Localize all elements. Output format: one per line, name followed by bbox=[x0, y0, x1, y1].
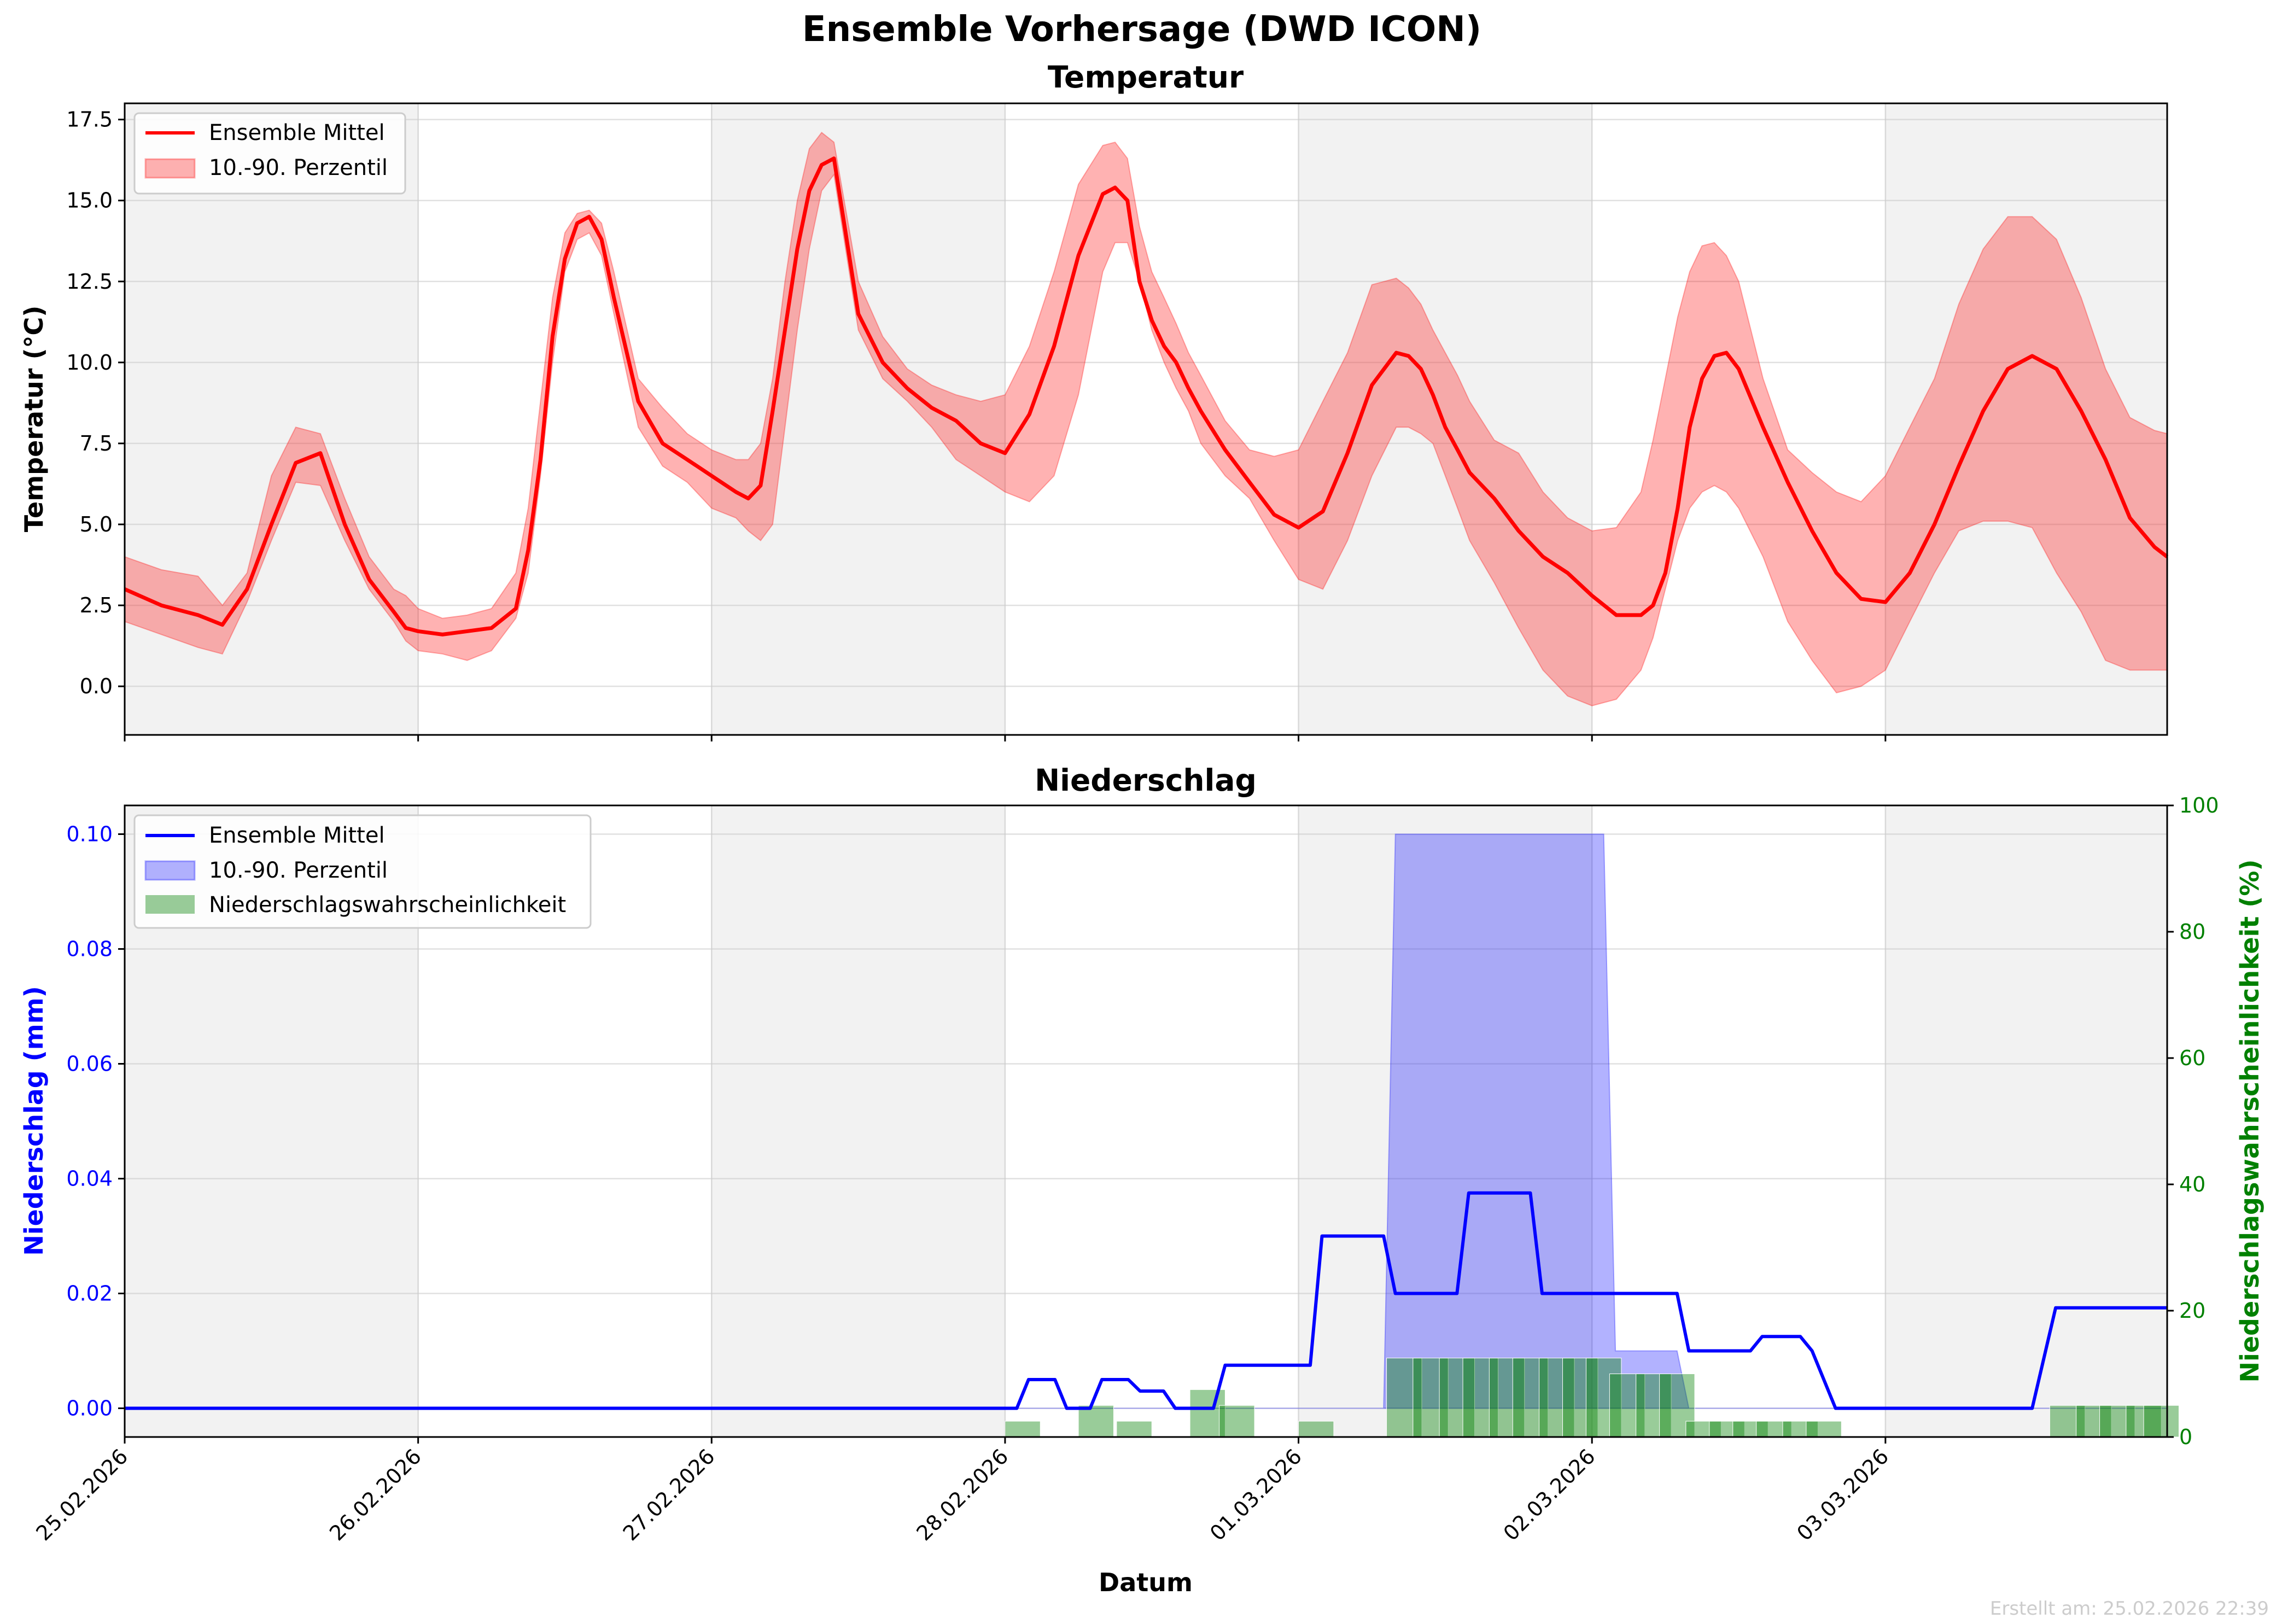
precipitation-y-ticks: 0.00 0.02 0.04 0.06 0.08 0.10 bbox=[66, 822, 125, 1421]
temperature-title: Temperatur bbox=[1048, 60, 1244, 95]
temperature-y-ticks: 0.0 2.5 5.0 7.5 10.0 12.5 15.0 17.5 bbox=[66, 108, 125, 698]
probability-bar bbox=[1562, 1358, 1598, 1438]
precipitation-axes-frame bbox=[124, 804, 2168, 1438]
probability-bar bbox=[1512, 1358, 1549, 1438]
y-tick-label: 0 bbox=[2179, 1425, 2192, 1449]
y-tick-label: 40 bbox=[2179, 1172, 2205, 1196]
temperature-legend-percentile: 10.-90. Perzentil bbox=[209, 155, 388, 180]
precipitation-legend-box bbox=[133, 814, 592, 929]
precipitation-legend-percentile: 10.-90. Perzentil bbox=[209, 858, 388, 883]
y-tick-label: 0.10 bbox=[66, 822, 113, 846]
probability-bar bbox=[1636, 1374, 1672, 1438]
precipitation-panel: 0.00 0.02 0.04 0.06 0.08 0.10 0 20 40 60 80 100 25… bbox=[19, 763, 2265, 1597]
probability-bar bbox=[1413, 1358, 1449, 1438]
probability-bar bbox=[1439, 1358, 1475, 1438]
precipitation-legend: Ensemble Mittel 10.-90. Perzentil Nieder… bbox=[133, 814, 592, 929]
precipitation-legend-mean: Ensemble Mittel bbox=[209, 823, 385, 848]
probability-bar bbox=[1732, 1421, 1769, 1438]
y-tick-label: 100 bbox=[2179, 793, 2219, 817]
x-tick-label: 28.02.2026 bbox=[912, 1444, 1013, 1545]
temperature-axes-frame bbox=[124, 102, 2168, 736]
probability-bar bbox=[1685, 1421, 1721, 1438]
probability-bar bbox=[1005, 1421, 1041, 1438]
y-tick-label: 60 bbox=[2179, 1046, 2205, 1070]
probability-bar bbox=[2143, 1405, 2179, 1438]
y-tick-label: 0.0 bbox=[80, 674, 113, 698]
y-tick-label: 0.00 bbox=[66, 1397, 113, 1421]
y-tick-label: 5.0 bbox=[80, 512, 113, 536]
y-tick-label: 15.0 bbox=[66, 189, 113, 213]
y-tick-label: 0.06 bbox=[66, 1052, 113, 1076]
y-tick-label: 0.02 bbox=[66, 1282, 113, 1306]
probability-bar bbox=[1806, 1421, 1842, 1438]
created-timestamp: Erstellt am: 25.02.2026 22:39 bbox=[1989, 1598, 2269, 1620]
temperature-grid bbox=[124, 103, 2167, 735]
precipitation-legend-prob-swatch bbox=[145, 895, 195, 914]
probability-y-axis-label: Niederschlagswahrscheinlichkeit (%) bbox=[2235, 860, 2265, 1383]
probability-bar bbox=[1462, 1358, 1498, 1438]
temperature-mean-line bbox=[124, 156, 2169, 636]
probability-bar bbox=[1585, 1358, 1622, 1438]
precipitation-x-ticks: 25.02.2026 26.02.2026 27.02.2026 28.02.2026… bbox=[31, 1437, 1893, 1545]
y-tick-label: 80 bbox=[2179, 920, 2205, 944]
probability-bar bbox=[1609, 1374, 1645, 1438]
y-tick-label: 12.5 bbox=[66, 270, 113, 294]
probability-bar bbox=[1116, 1421, 1152, 1438]
x-tick-label: 26.02.2026 bbox=[325, 1444, 426, 1545]
temperature-legend-mean: Ensemble Mittel bbox=[209, 120, 385, 145]
temperature-percentile-band bbox=[124, 131, 2168, 706]
temperature-panel: 0.0 2.5 5.0 7.5 10.0 12.5 15.0 17.5 Temperatur … bbox=[19, 60, 2169, 741]
day-shade-band bbox=[1885, 805, 2167, 1437]
temperature-legend: Ensemble Mittel 10.-90. Perzentil bbox=[133, 112, 406, 195]
figure-suptitle: Ensemble Vorhersage (DWD ICON) bbox=[802, 9, 1481, 50]
probability-bar bbox=[1078, 1405, 1114, 1438]
probability-y-ticks: 0 20 40 60 80 100 bbox=[2167, 793, 2219, 1449]
temperature-y-axis-label: Temperatur (°C) bbox=[19, 306, 49, 533]
y-tick-label: 0.08 bbox=[66, 937, 113, 961]
y-tick-label: 2.5 bbox=[80, 593, 113, 617]
day-shade-band bbox=[1298, 805, 1592, 1437]
y-tick-label: 0.04 bbox=[66, 1167, 113, 1191]
probability-bar bbox=[1298, 1421, 1334, 1438]
day-shade-band bbox=[1298, 103, 1592, 735]
day-shade-band bbox=[1885, 103, 2167, 735]
temperature-legend-band-swatch bbox=[144, 158, 196, 179]
precipitation-percentile-band bbox=[125, 833, 2167, 1409]
temperature-x-ticks bbox=[124, 735, 1887, 741]
probability-bar bbox=[1709, 1421, 1745, 1438]
probability-bar bbox=[1782, 1421, 1818, 1438]
precipitation-legend-probability: Niederschlagswahrscheinlichkeit bbox=[209, 892, 566, 918]
x-tick-label: 25.02.2026 bbox=[31, 1444, 132, 1545]
x-tick-label: 03.03.2026 bbox=[1792, 1444, 1893, 1545]
day-shade-band bbox=[125, 103, 418, 735]
x-tick-label: 02.03.2026 bbox=[1499, 1444, 1600, 1545]
x-tick-label: 27.02.2026 bbox=[618, 1444, 720, 1545]
precipitation-y-axis-label: Niederschlag (mm) bbox=[19, 986, 49, 1255]
y-tick-label: 10.0 bbox=[66, 350, 113, 375]
y-tick-label: 7.5 bbox=[80, 431, 113, 455]
y-tick-label: 17.5 bbox=[66, 108, 113, 132]
probability-bar bbox=[1489, 1358, 1525, 1438]
precipitation-mean-line bbox=[125, 1191, 2167, 1410]
probability-bar bbox=[1386, 1358, 1422, 1438]
day-shade-band bbox=[711, 805, 1005, 1437]
precipitation-legend-band-swatch bbox=[144, 860, 196, 881]
x-tick-label: 01.03.2026 bbox=[1205, 1444, 1306, 1545]
probability-bar bbox=[1659, 1374, 1695, 1438]
temperature-legend-box bbox=[133, 112, 406, 195]
x-axis-label: Datum bbox=[1099, 1568, 1193, 1597]
precipitation-title: Niederschlag bbox=[1035, 763, 1257, 798]
probability-bar bbox=[1539, 1358, 1575, 1438]
probability-bar bbox=[1219, 1405, 1255, 1438]
y-tick-label: 20 bbox=[2179, 1299, 2205, 1323]
